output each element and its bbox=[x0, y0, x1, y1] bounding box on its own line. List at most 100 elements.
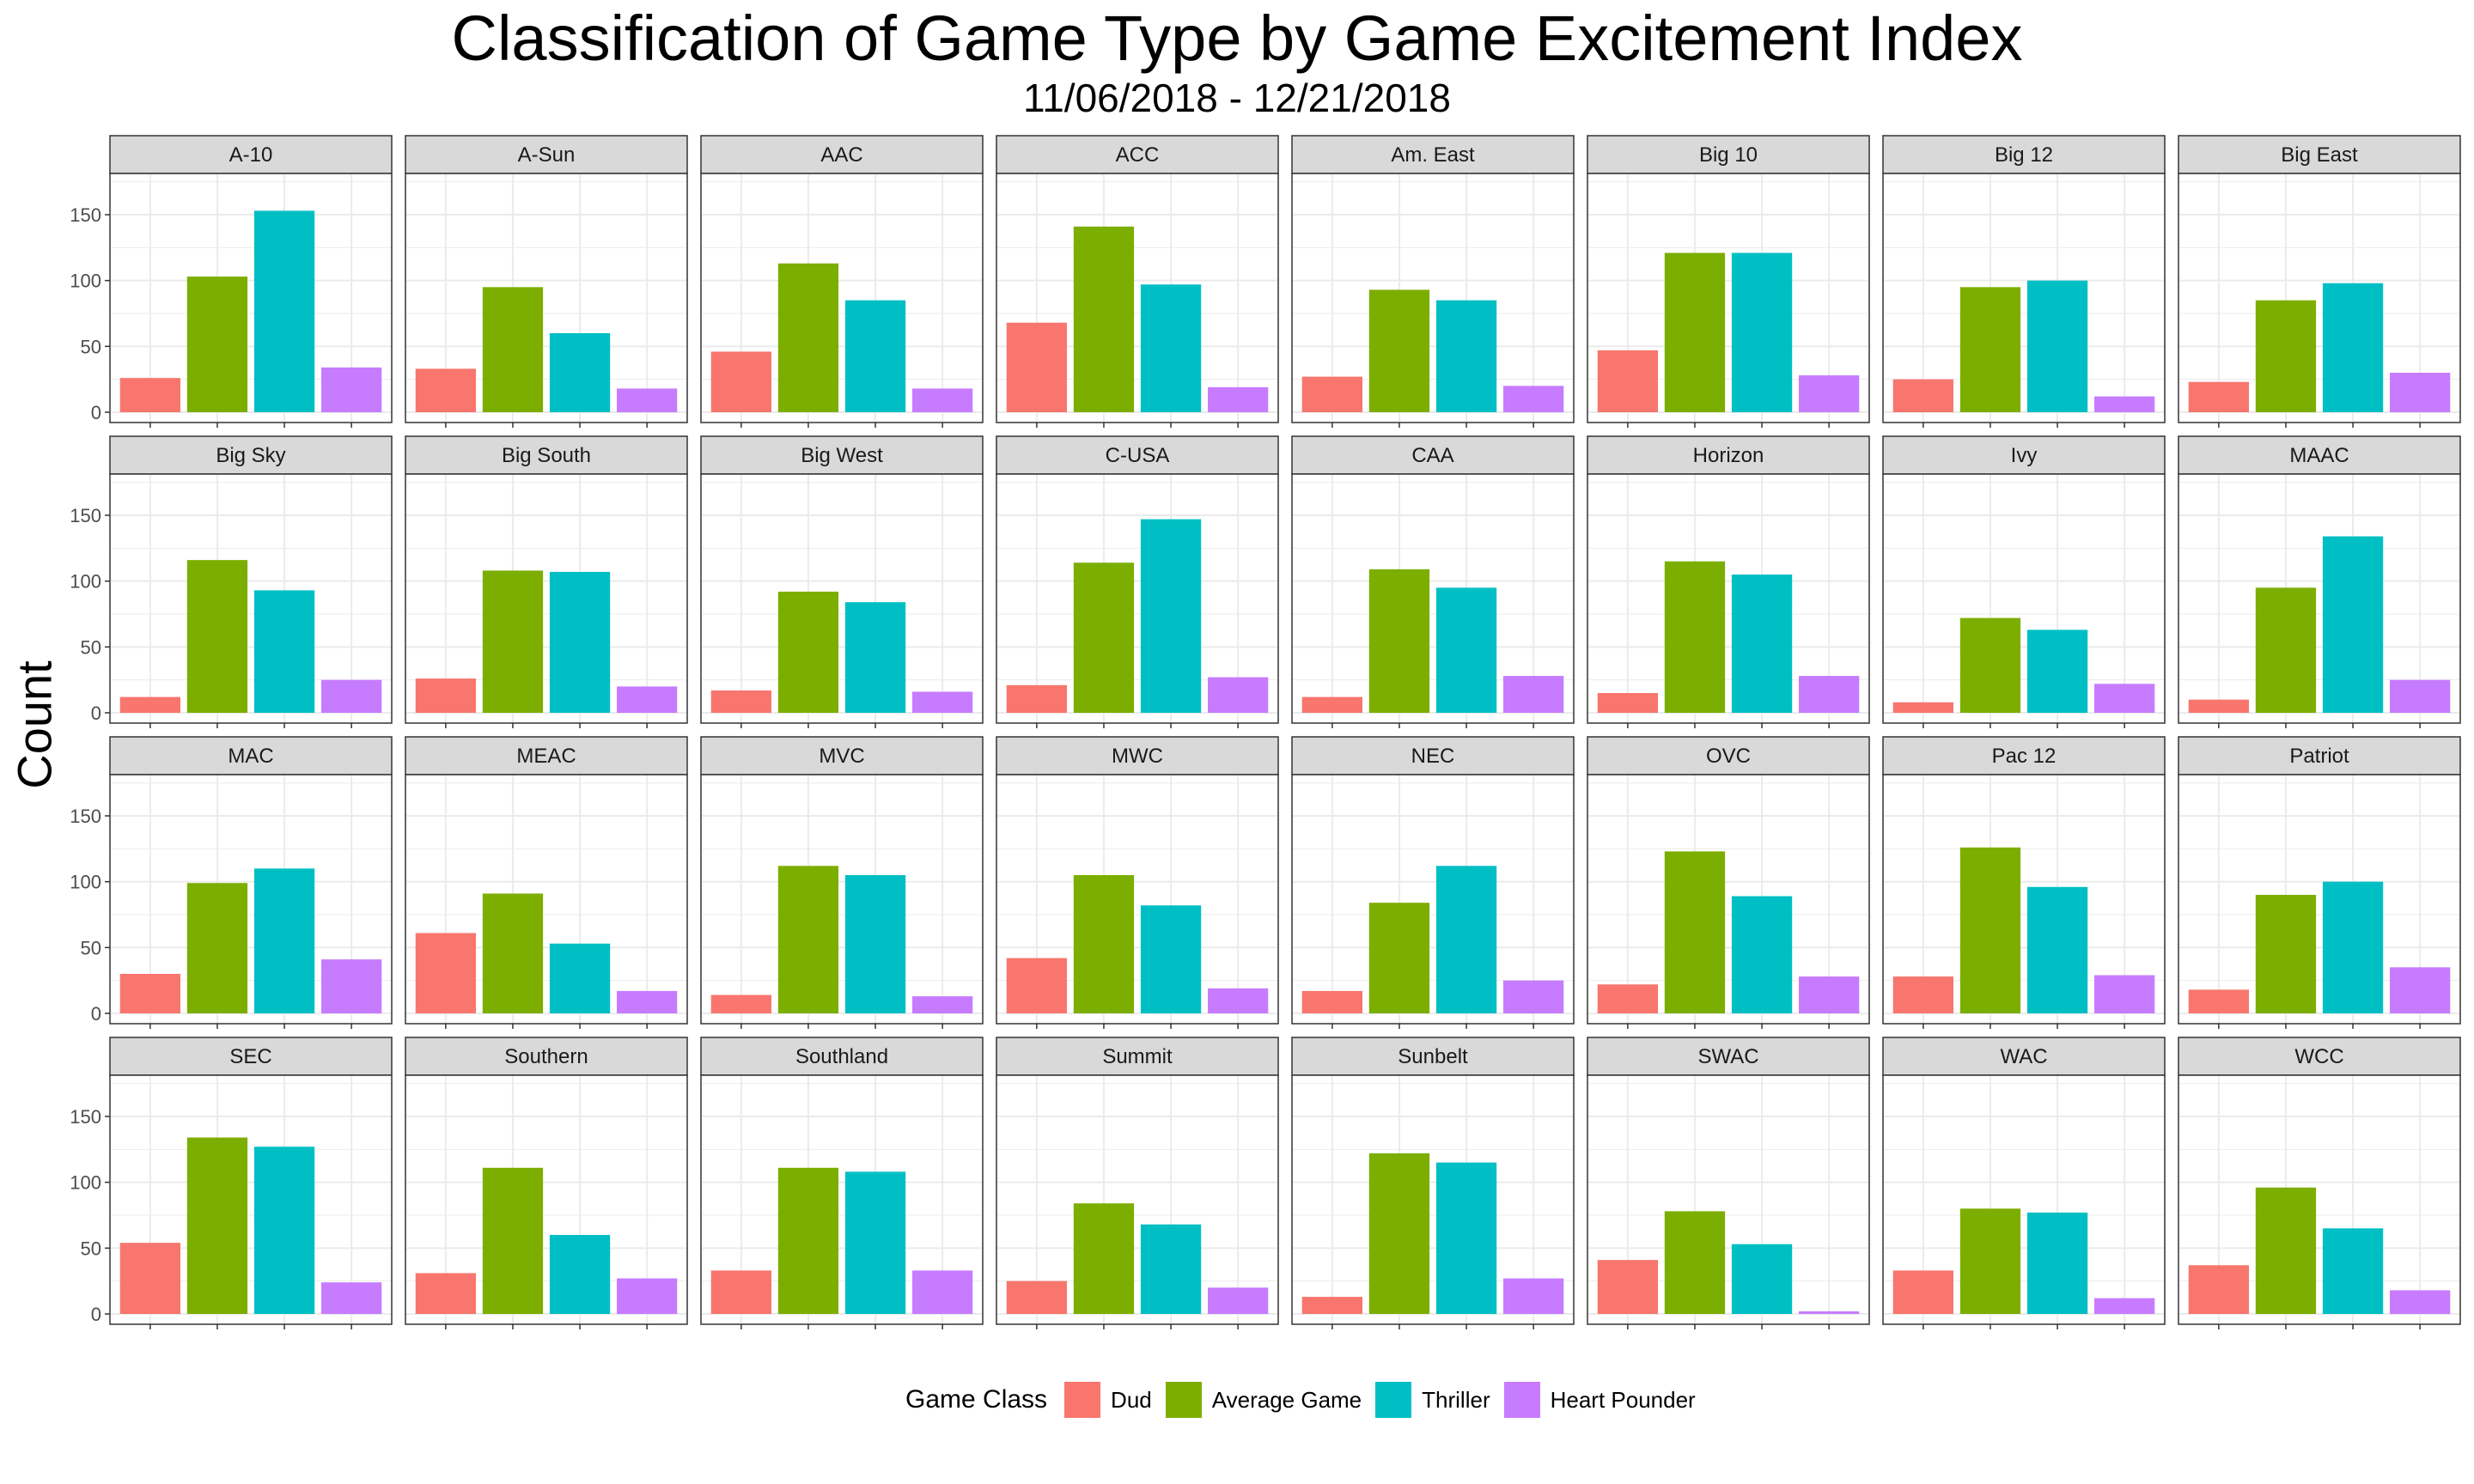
bar-patriot-thriller bbox=[2322, 881, 2384, 1013]
bar-mwc-heart-pounder bbox=[1208, 988, 1269, 1013]
panel-bg-mvc bbox=[701, 775, 983, 1024]
bar-summit-heart-pounder bbox=[1208, 1287, 1269, 1314]
y-tick-label: 50 bbox=[81, 336, 101, 357]
bar-summit-dud bbox=[1006, 1280, 1067, 1314]
bar-wac-thriller bbox=[2026, 1212, 2088, 1314]
facet-label-big-sky: Big Sky bbox=[216, 444, 285, 467]
bar-pac-12-heart-pounder bbox=[2094, 975, 2155, 1013]
bar-big-12-heart-pounder bbox=[2094, 396, 2155, 412]
bar-wcc-thriller bbox=[2322, 1228, 2384, 1314]
bar-nec-heart-pounder bbox=[1503, 980, 1564, 1013]
bar-a-sun-dud bbox=[415, 368, 476, 412]
facet-label-swac: SWAC bbox=[1697, 1045, 1758, 1068]
panel-border-summit bbox=[996, 1074, 1279, 1325]
bar-southern-thriller bbox=[549, 1235, 611, 1314]
y-tick-label: 100 bbox=[70, 571, 101, 593]
bar-mvc-heart-pounder bbox=[912, 996, 973, 1013]
chart-subtitle: 11/06/2018 - 12/21/2018 bbox=[1023, 76, 1451, 120]
panel-border-pac-12 bbox=[1882, 774, 2166, 1025]
bar-a-10-heart-pounder bbox=[321, 367, 382, 412]
bar-c-usa-thriller bbox=[1140, 519, 1202, 713]
bar-c-usa-dud bbox=[1006, 684, 1067, 713]
facet-label-a-10: A-10 bbox=[229, 143, 273, 167]
bar-wac-dud bbox=[1892, 1270, 1953, 1314]
bar-mvc-dud bbox=[710, 994, 771, 1013]
legend-swatch-dud bbox=[1064, 1382, 1101, 1418]
facet-strip-southern bbox=[405, 1037, 688, 1076]
y-tick-label: 150 bbox=[70, 1106, 101, 1128]
facet-label-summit: Summit bbox=[1102, 1045, 1173, 1068]
bar-ovc-dud bbox=[1597, 984, 1658, 1013]
bar-am-east-heart-pounder bbox=[1503, 386, 1564, 412]
facet-label-big-12: Big 12 bbox=[1995, 143, 2053, 167]
bar-big-west-heart-pounder bbox=[912, 691, 973, 713]
bar-big-12-dud bbox=[1892, 379, 1953, 412]
facet-label-acc: ACC bbox=[1116, 143, 1160, 167]
bar-wcc-average-game bbox=[2255, 1187, 2317, 1314]
bar-big-sky-dud bbox=[119, 696, 180, 713]
facet-strip-acc bbox=[996, 135, 1279, 174]
facet-strip-mvc bbox=[700, 736, 984, 775]
facet-label-ovc: OVC bbox=[1706, 745, 1751, 768]
y-tick-label: 50 bbox=[81, 1238, 101, 1259]
facet-strip-am-east bbox=[1291, 135, 1575, 174]
facet-label-a-sun: A-Sun bbox=[518, 143, 576, 167]
bar-am-east-dud bbox=[1301, 376, 1362, 412]
bar-big-south-dud bbox=[415, 678, 476, 713]
bar-big-10-heart-pounder bbox=[1799, 375, 1860, 412]
bar-mvc-thriller bbox=[844, 875, 906, 1013]
panel-border-big-west bbox=[700, 473, 984, 724]
legend-label-dud: Dud bbox=[1111, 1386, 1152, 1413]
facet-label-wcc: WCC bbox=[2294, 1045, 2343, 1068]
bar-southland-thriller bbox=[844, 1171, 906, 1314]
y-tick-label: 150 bbox=[70, 505, 101, 526]
bar-mvc-average-game bbox=[777, 866, 839, 1013]
facet-label-mac: MAC bbox=[228, 745, 273, 768]
facet-strip-meac bbox=[405, 736, 688, 775]
bar-summit-thriller bbox=[1140, 1224, 1202, 1314]
bar-meac-heart-pounder bbox=[617, 990, 678, 1013]
panel-border-maac bbox=[2178, 473, 2461, 724]
bar-sunbelt-thriller bbox=[1435, 1162, 1497, 1314]
facet-label-sunbelt: Sunbelt bbox=[1398, 1045, 1468, 1068]
bar-sec-average-game bbox=[186, 1137, 248, 1314]
panel-border-am-east bbox=[1291, 173, 1575, 423]
facet-label-ivy: Ivy bbox=[2011, 444, 2038, 467]
bar-patriot-dud bbox=[2188, 989, 2249, 1013]
facet-label-big-west: Big West bbox=[801, 444, 883, 467]
facet-strip-pac-12 bbox=[1882, 736, 2166, 775]
bar-sec-heart-pounder bbox=[321, 1282, 382, 1314]
panel-border-patriot bbox=[2178, 774, 2461, 1025]
bar-wac-heart-pounder bbox=[2094, 1298, 2155, 1314]
bar-ovc-average-game bbox=[1664, 851, 1726, 1013]
legend-item-average-game: Average Game bbox=[1165, 1382, 1362, 1418]
bar-southern-dud bbox=[415, 1273, 476, 1314]
bar-mac-average-game bbox=[186, 883, 248, 1013]
bar-acc-thriller bbox=[1140, 284, 1202, 412]
bar-horizon-heart-pounder bbox=[1799, 676, 1860, 713]
bar-patriot-heart-pounder bbox=[2390, 967, 2451, 1013]
bar-mwc-thriller bbox=[1140, 905, 1202, 1013]
bar-southern-average-game bbox=[482, 1167, 544, 1314]
bar-ovc-heart-pounder bbox=[1799, 976, 1860, 1013]
bar-caa-heart-pounder bbox=[1503, 676, 1564, 713]
y-tick-label: 0 bbox=[91, 402, 101, 423]
panel-border-sunbelt bbox=[1291, 1074, 1575, 1325]
bar-a-10-thriller bbox=[253, 210, 315, 412]
bar-big-12-average-game bbox=[1959, 287, 2021, 412]
bar-big-east-thriller bbox=[2322, 283, 2384, 412]
facet-label-aac: AAC bbox=[820, 143, 862, 167]
facet-label-mvc: MVC bbox=[819, 745, 864, 768]
bar-southland-average-game bbox=[777, 1167, 839, 1314]
facet-strip-big-12 bbox=[1882, 135, 2166, 174]
bar-acc-dud bbox=[1006, 322, 1067, 412]
facet-label-maac: MAAC bbox=[2289, 444, 2349, 467]
facet-strip-aac bbox=[700, 135, 984, 174]
facet-label-sec: SEC bbox=[229, 1045, 271, 1068]
bar-meac-average-game bbox=[482, 893, 544, 1013]
y-tick-label: 0 bbox=[91, 702, 101, 724]
panel-border-wac bbox=[1882, 1074, 2166, 1325]
panel-border-big-10 bbox=[1587, 173, 1870, 423]
facet-label-southern: Southern bbox=[504, 1045, 588, 1068]
bar-aac-heart-pounder bbox=[912, 388, 973, 412]
